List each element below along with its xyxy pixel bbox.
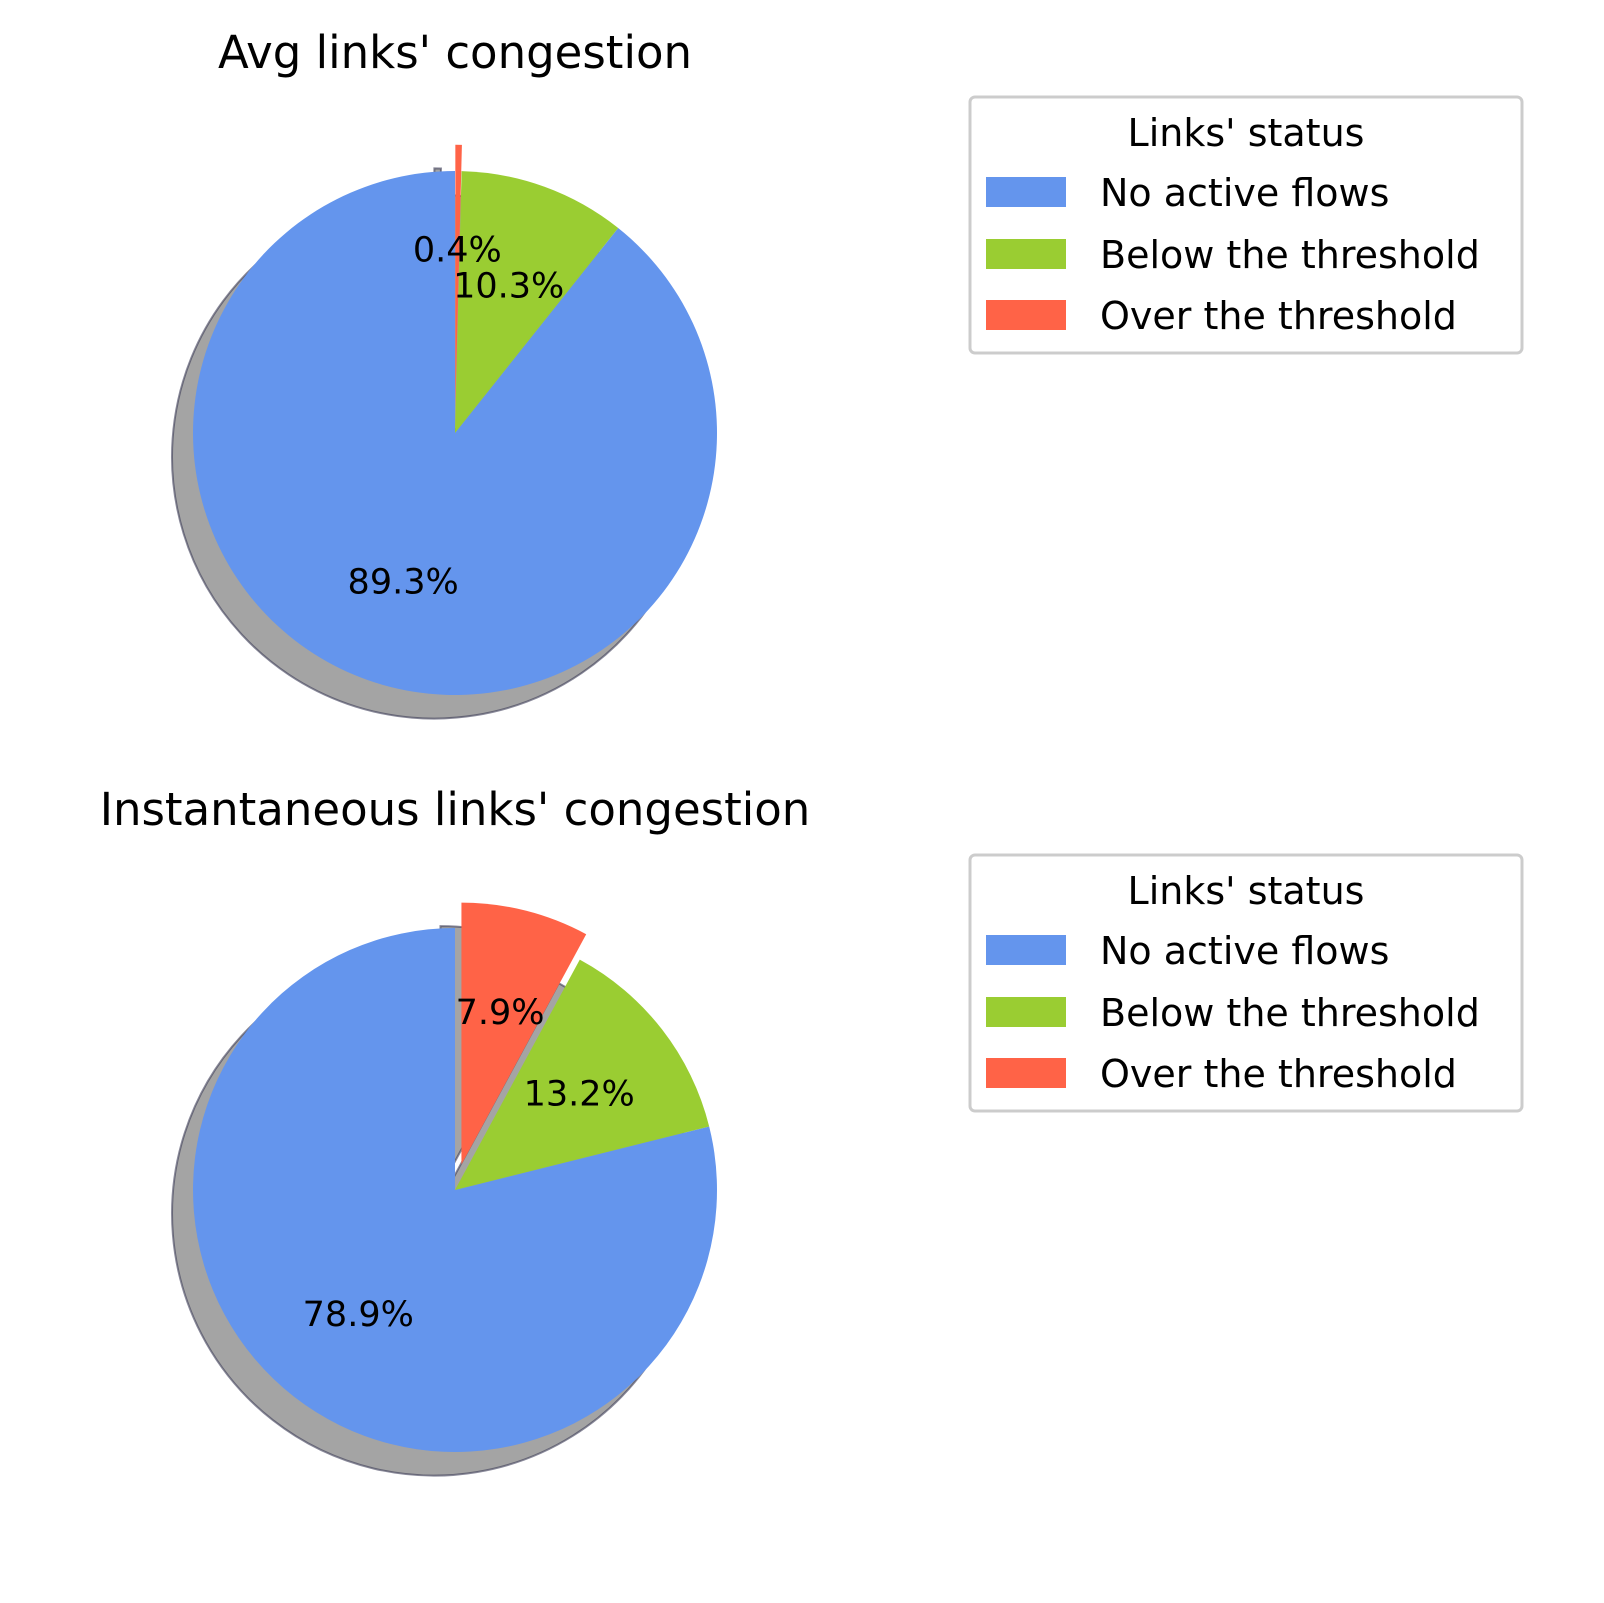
legend-title: Links' status	[1128, 111, 1365, 155]
pie-chart-instantaneous: Instantaneous links' congestion 78.9% 13.…	[100, 783, 811, 1477]
legend-label-below-threshold: Below the threshold	[1100, 991, 1480, 1035]
pie-labels-instantaneous: 78.9% 13.2% 7.9%	[303, 993, 635, 1335]
legend-swatch-below-threshold	[986, 239, 1066, 269]
pie-slice-below-the-threshold	[455, 171, 619, 433]
legend-label-no-active-flows: No active flows	[1100, 929, 1389, 973]
legend-swatch-no-active-flows	[986, 935, 1066, 965]
pie-label-below-the-threshold: 10.3%	[453, 266, 564, 306]
pie-slices-instantaneous	[193, 902, 717, 1453]
pie-slice-below-the-threshold	[455, 959, 710, 1190]
legend-avg: Links' status No active flows Below the …	[968, 95, 1524, 355]
chart-title-avg: Avg links' congestion	[218, 26, 692, 79]
pie-label-no-active-flows: 89.3%	[348, 562, 459, 602]
legend-label-over-threshold: Over the threshold	[1100, 1052, 1457, 1096]
pie-slice-over-the-threshold	[455, 144, 462, 407]
legend-title: Links' status	[1128, 869, 1365, 913]
pie-chart-avg: Avg links' congestion 89.3% 10.3%0.4%	[171, 26, 718, 720]
legend-swatch-below-threshold	[986, 997, 1066, 1027]
legend-label-below-threshold: Below the threshold	[1100, 233, 1480, 277]
pie-label-no-active-flows: 78.9%	[303, 1295, 414, 1335]
chart-title-instantaneous: Instantaneous links' congestion	[100, 783, 811, 836]
legend-swatch-over-threshold	[986, 1058, 1066, 1088]
pie-label-over-the-threshold: 7.9%	[456, 993, 545, 1033]
legend-swatch-no-active-flows	[986, 177, 1066, 207]
legend-frame	[968, 853, 1524, 1113]
pie-labels-avg: 89.3% 10.3%0.4%	[348, 231, 565, 603]
legend-label-over-threshold: Over the threshold	[1100, 294, 1457, 338]
pie-label-below-the-threshold: 13.2%	[524, 1075, 635, 1115]
legend-label-no-active-flows: No active flows	[1100, 171, 1389, 215]
legend-swatch-over-threshold	[986, 300, 1066, 330]
legend-frame	[968, 95, 1524, 355]
pie-label-over-the-threshold: 0.4%	[413, 231, 502, 271]
pie-slice-over-the-threshold	[461, 902, 587, 1165]
pie-slice-no-active-flows	[193, 171, 718, 696]
pie-slices-avg	[193, 144, 718, 696]
legend-instantaneous: Links' status No active flows Below the …	[968, 853, 1524, 1113]
